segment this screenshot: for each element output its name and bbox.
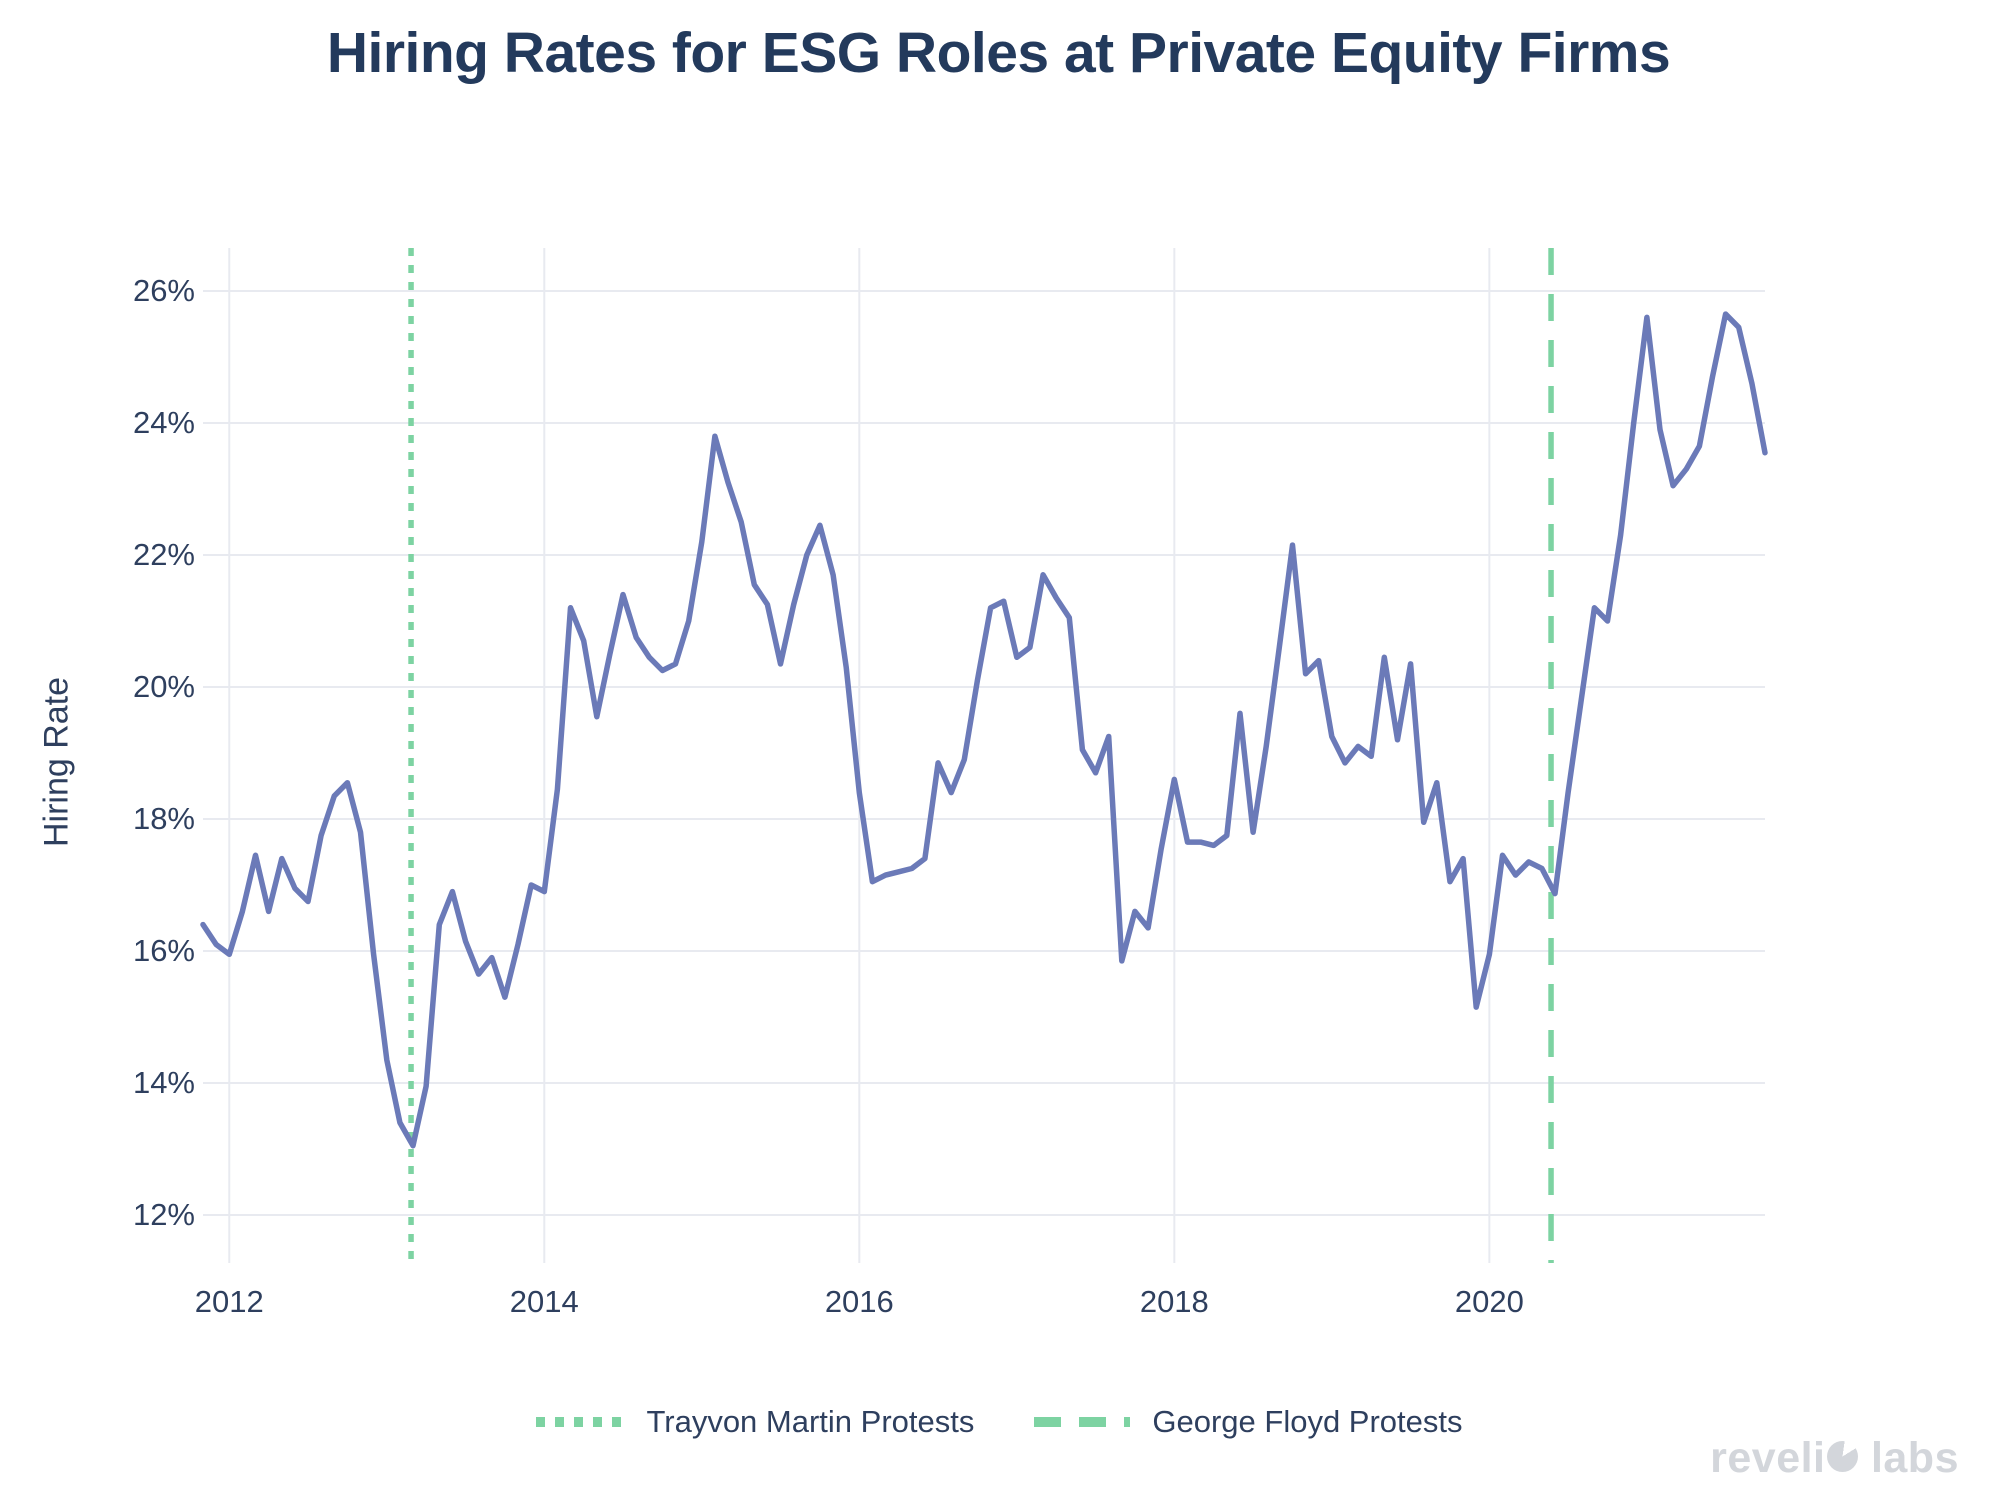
logo-text-left: reveli <box>1710 1434 1826 1482</box>
hiring-rate-line <box>200 311 1768 1149</box>
logo-circle-icon <box>1826 1441 1858 1472</box>
y-tick-label: 24% <box>132 405 195 440</box>
y-tick-label: 12% <box>132 1197 195 1232</box>
y-tick-label: 14% <box>132 1065 195 1100</box>
horizontal-gridlines <box>203 290 1765 1216</box>
x-tick-label: 2018 <box>1139 1284 1209 1319</box>
dotted-line-swatch-icon <box>536 1417 625 1427</box>
legend-item-trayvon-martin: Trayvon Martin Protests <box>534 1404 974 1440</box>
logo-text-right: labs <box>1858 1434 1959 1482</box>
x-tick-label: 2012 <box>194 1284 264 1319</box>
event-marker-lines <box>408 248 1554 1263</box>
x-tick-label: 2016 <box>824 1284 894 1319</box>
legend-label: George Floyd Protests <box>1152 1404 1463 1439</box>
dashed-line-swatch-icon <box>1034 1417 1131 1427</box>
revelio-labs-logo: reveli labs <box>1710 1434 1959 1483</box>
y-tick-label: 22% <box>132 537 195 572</box>
legend-label: Trayvon Martin Protests <box>646 1404 975 1439</box>
y-tick-label: 26% <box>132 273 195 308</box>
legend: Trayvon Martin Protests George Floyd Pro… <box>0 1404 1997 1440</box>
legend-item-george-floyd: George Floyd Protests <box>1032 1404 1463 1440</box>
y-tick-label: 18% <box>132 801 195 836</box>
chart-title: Hiring Rates for ESG Roles at Private Eq… <box>326 21 1671 85</box>
x-tick-label: 2014 <box>509 1284 579 1319</box>
y-tick-label: 20% <box>132 669 195 704</box>
y-tick-label: 16% <box>132 933 195 968</box>
x-tick-label: 2020 <box>1454 1284 1524 1319</box>
vertical-gridlines <box>228 248 1491 1263</box>
